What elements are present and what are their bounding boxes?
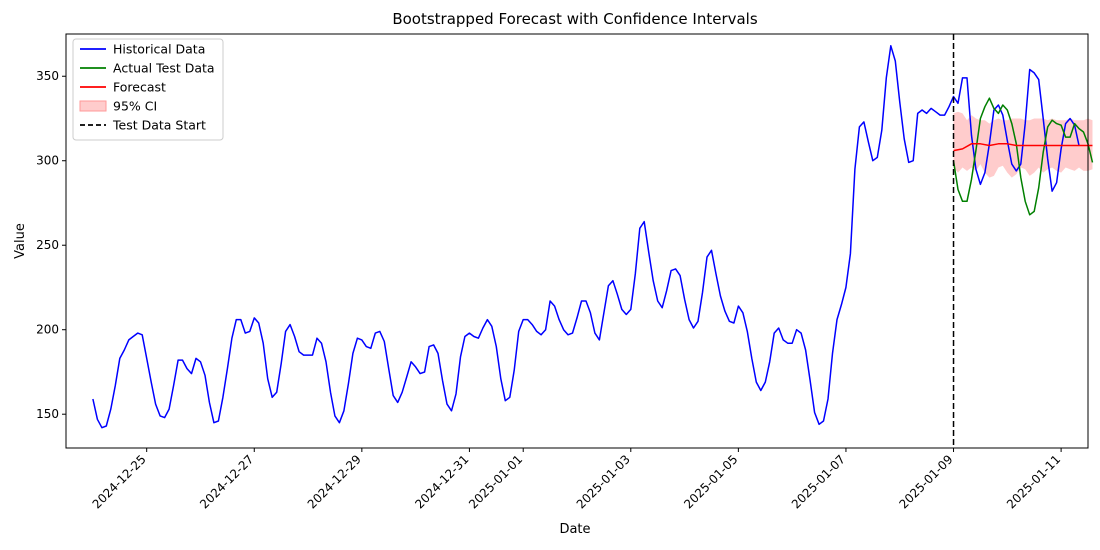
x-tick-label: 2024-12-27 [197,452,256,511]
legend-label-forecast: Forecast [113,80,166,95]
series-line-forecast [953,143,1093,152]
legend-label-95-ci: 95% CI [113,99,157,114]
y-axis-label: Value [13,223,28,259]
y-axis: 150 200 250 300 350 [36,69,66,421]
y-tick-label: 250 [36,238,59,252]
x-axis-label: Date [559,522,590,537]
x-tick-label: 2024-12-29 [305,452,364,511]
x-tick-label: 2024-12-25 [90,452,149,511]
legend-label-historical-data: Historical Data [113,42,205,57]
y-tick-label: 200 [36,323,59,337]
plot-frame [65,33,1089,449]
legend-label-actual-test-data: Actual Test Data [113,61,215,76]
x-tick-label: 2025-01-03 [574,452,633,511]
x-tick-label: 2025-01-01 [466,452,525,511]
legend-swatch-95-ci [79,100,107,112]
legend-label-test-data-start: Test Data Start [112,118,206,133]
y-tick-label: 300 [36,154,59,168]
x-tick-label: 2025-01-11 [1004,452,1063,511]
x-tick-label: 2025-01-07 [789,452,848,511]
x-tick-label: 2025-01-09 [896,452,955,511]
series-line-historical-data [92,45,1080,429]
x-tick-label: 2024-12-31 [412,452,471,511]
x-axis: 2024-12-25 2024-12-27 2024-12-29 2024-12-31… [90,448,1063,511]
chart-title: Bootstrapped Forecast with Confidence In… [392,10,758,28]
y-tick-label: 350 [36,69,59,83]
plot-area [92,34,1094,448]
y-tick-label: 150 [36,407,59,421]
legend-box [72,38,224,141]
x-tick-label: 2025-01-05 [681,452,740,511]
legend: Historical Data Actual Test Data Forecast 9… [72,38,224,141]
series-line-actual-test-data [952,97,1094,216]
